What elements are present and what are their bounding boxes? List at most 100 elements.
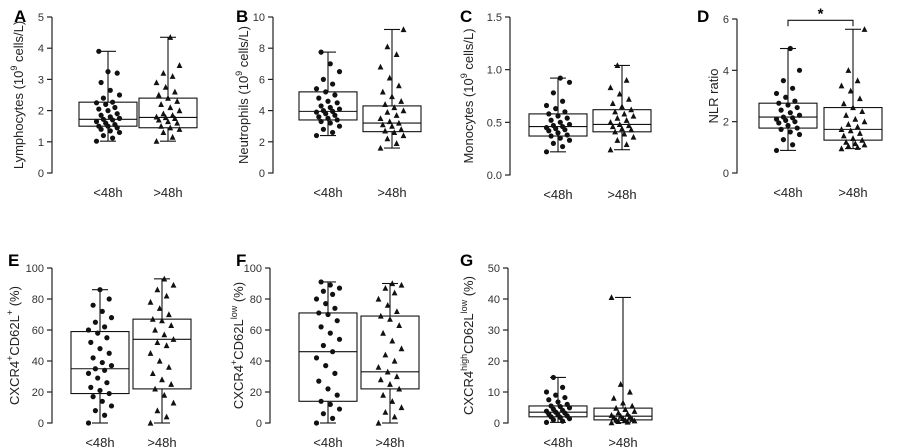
y-tick-label: 2 (259, 137, 265, 149)
data-point-triangle (160, 129, 167, 136)
data-point-circle (566, 79, 573, 85)
data-point-circle (320, 342, 326, 349)
data-point-triangle (623, 77, 630, 83)
y-tick-label: 6 (259, 74, 265, 86)
data-point-circle (776, 100, 782, 106)
data-point-triangle (391, 104, 398, 111)
data-point-triangle (170, 399, 177, 406)
data-point-circle (555, 399, 561, 405)
data-point-triangle (859, 136, 866, 143)
data-point-circle (548, 133, 554, 139)
data-point-circle (562, 394, 568, 401)
data-point-circle (792, 119, 798, 125)
significance-star: * (818, 5, 824, 22)
data-point-triangle (160, 69, 167, 76)
data-point-circle (553, 392, 559, 398)
y-tick-label: 40 (250, 356, 262, 368)
data-point-triangle (382, 351, 389, 358)
data-point-circle (543, 419, 550, 425)
data-point-circle (318, 398, 324, 404)
data-point-circle (787, 45, 793, 52)
data-point-circle (794, 125, 800, 131)
data-point-circle (100, 95, 106, 101)
data-point-circle (325, 386, 331, 392)
data-point-circle (114, 70, 120, 76)
panel-f: F 0 20 40 60 80 100 CXCR4+CD62Llow (%) <48h >48h (229, 251, 420, 448)
y-axis-label-superscript: 9 (234, 71, 244, 76)
data-point-triangle (155, 91, 162, 98)
data-point-circle (780, 114, 787, 120)
data-point-triangle (375, 295, 382, 302)
data-point-circle (790, 85, 796, 91)
x-category-label: <48h (773, 185, 802, 200)
y-tick-label: 0 (259, 168, 265, 180)
data-point-circle (313, 109, 320, 115)
data-point-circle (116, 129, 123, 136)
panel-letter: F (236, 251, 246, 270)
data-point-triangle (165, 118, 171, 125)
data-point-triangle (169, 73, 176, 79)
data-point-circle (796, 131, 803, 138)
data-point-triangle (147, 419, 154, 426)
y-axis-label-part: CD62L (7, 315, 22, 355)
y-axis-label-part: CXCR4 (461, 371, 476, 415)
y-tick-label: 4 (723, 65, 729, 77)
data-point-triangle (393, 112, 400, 118)
y-axis-label-part: Monocytes (10 (461, 78, 476, 163)
y-axis-label-part: Lymphocytes (10 (11, 71, 26, 170)
data-point-circle (785, 102, 791, 108)
data-point-circle (106, 296, 112, 302)
y-axis-label: NLR ratio (706, 69, 721, 124)
data-point-triangle (845, 67, 852, 73)
panel-a: A 0 1 2 3 4 5 Lymphocytes (109 cells/L) <48h >48h (9, 7, 198, 200)
data-point-circle (334, 392, 340, 398)
data-point-circle (543, 102, 550, 109)
data-point-triangle (154, 407, 161, 414)
data-point-circle (330, 291, 336, 297)
data-point-circle (796, 112, 803, 118)
data-point-circle (105, 108, 111, 114)
data-point-triangle (176, 126, 183, 132)
data-point-circle (796, 67, 803, 73)
data-point-triangle (843, 139, 849, 145)
data-point-triangle (161, 391, 168, 398)
data-point-triangle (612, 108, 618, 115)
data-point-circle (560, 407, 566, 413)
y-tick-label: 100 (26, 263, 44, 275)
y-tick-label: 0.5 (487, 117, 502, 129)
x-category-label: >48h (608, 435, 637, 448)
data-point-circle (85, 420, 92, 426)
x-category-label: >48h (153, 185, 182, 200)
data-point-circle (330, 108, 336, 114)
data-point-circle (794, 104, 800, 111)
data-point-triangle (389, 280, 396, 287)
data-point-triangle (161, 331, 168, 338)
data-point-circle (102, 367, 108, 373)
y-axis-label-part: cells/L) (461, 28, 476, 73)
data-point-circle (316, 114, 322, 120)
data-point-circle (108, 403, 115, 409)
data-point-triangle (379, 88, 386, 95)
box-iqr (592, 109, 652, 133)
data-point-triangle (616, 90, 623, 97)
y-axis-label-superscript: 9 (459, 73, 469, 78)
data-point-triangle (170, 336, 177, 342)
data-point-circle (96, 48, 102, 54)
data-point-circle (773, 147, 780, 154)
y-axis-label: CXCR4+CD62L+ (%) (5, 286, 22, 405)
data-point-triangle (156, 305, 163, 311)
y-tick-label: 50 (488, 263, 500, 275)
y-tick-label: 5 (38, 12, 44, 24)
data-point-triangle (624, 410, 631, 417)
data-point-circle (790, 142, 796, 148)
data-point-triangle (389, 337, 396, 344)
data-point-triangle (620, 399, 626, 406)
data-point-circle (103, 101, 109, 107)
data-point-triangle (377, 312, 384, 319)
data-point-circle (98, 112, 104, 118)
data-point-triangle (854, 144, 861, 150)
data-point-circle (548, 117, 554, 123)
data-point-circle (96, 123, 102, 129)
data-point-circle (88, 384, 94, 390)
x-category-label: <48h (85, 435, 114, 448)
